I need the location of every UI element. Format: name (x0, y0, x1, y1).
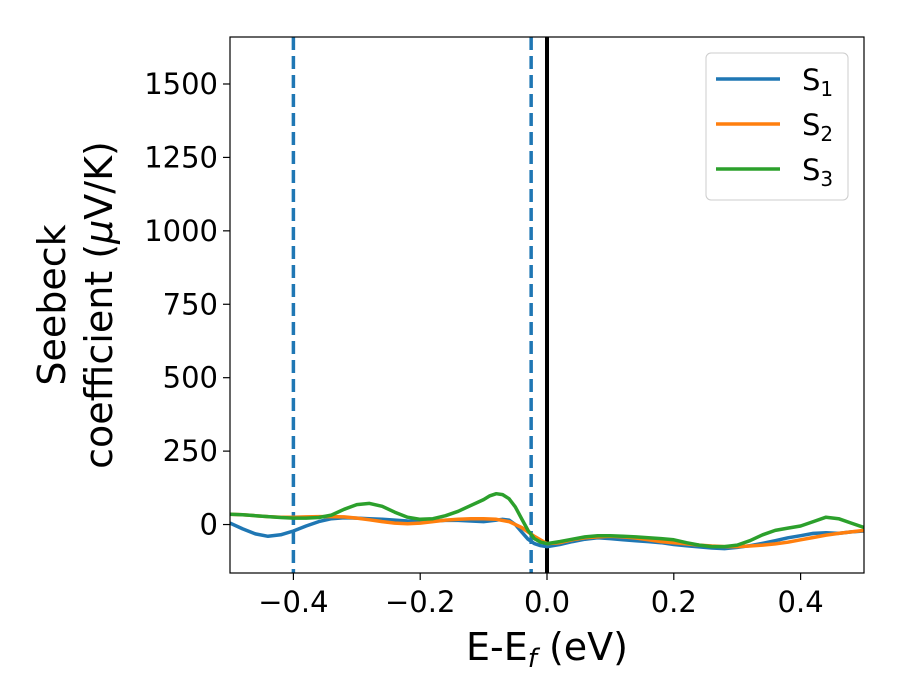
y-tick-label: 1000 (144, 214, 218, 248)
x-tick-label: 0.4 (778, 585, 824, 619)
x-tick-label: −0.4 (258, 585, 328, 619)
y-axis-label-mu: μ (77, 220, 121, 245)
reference-lines (291, 37, 549, 573)
y-tick-label: 250 (163, 434, 218, 468)
y-axis-label-line2: coefficient (μV/K) (77, 141, 121, 469)
y-axis-label-unit: V/K) (77, 141, 121, 220)
x-axis-label: E-Ef (eV) (466, 625, 628, 674)
y-axis-label-line2-main: coefficient ( (77, 244, 121, 469)
y-tick-label: 750 (163, 287, 218, 321)
legend-label-sub-2: 2 (820, 122, 833, 146)
x-axis-label-main: E-E (466, 625, 528, 669)
y-tick-label: 1500 (144, 67, 218, 101)
legend-label-sub-1: 1 (820, 77, 833, 101)
y-axis-label: Seebeck coefficient (μV/K) (30, 141, 121, 469)
x-tick-label: 0.0 (524, 585, 570, 619)
y-tick-label: 0 (200, 508, 218, 542)
y-axis: 0 250 500 750 1000 1250 1500 (144, 67, 230, 542)
y-tick-label: 500 (163, 361, 218, 395)
y-axis-label-line1: Seebeck (30, 224, 74, 385)
x-tick-label: −0.2 (385, 585, 455, 619)
x-axis: −0.4 −0.2 0.0 0.2 0.4 (258, 573, 824, 619)
series-line-3 (230, 491, 864, 549)
data-series (230, 491, 864, 551)
legend-label-sub-3: 3 (820, 167, 833, 191)
legend-box (705, 52, 849, 201)
y-tick-label: 1250 (144, 140, 218, 174)
x-tick-label: 0.2 (651, 585, 697, 619)
x-axis-label-unit: (eV) (537, 625, 628, 669)
